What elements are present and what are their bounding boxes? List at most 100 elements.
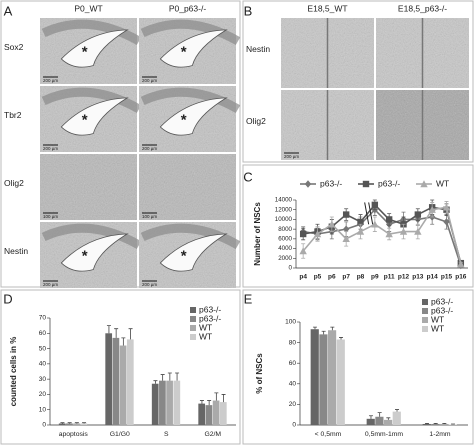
ventricle-marker: *	[181, 43, 187, 60]
bar	[66, 423, 73, 425]
cortex-band	[41, 19, 142, 46]
row-label: Nestin	[4, 246, 28, 256]
bar	[375, 416, 384, 425]
point	[399, 227, 408, 235]
error-bar	[175, 372, 180, 381]
micrograph: * 200 µm	[139, 18, 241, 84]
micrograph	[376, 18, 469, 88]
legend-label: WT	[431, 323, 444, 333]
bar	[422, 423, 431, 425]
error-bar	[214, 392, 219, 401]
bar	[310, 329, 319, 425]
micrograph: 200 µm	[281, 90, 374, 160]
legend-swatch	[422, 317, 428, 323]
legend-label: WT	[436, 178, 449, 188]
error-bar	[153, 380, 158, 384]
error-bar	[377, 412, 382, 417]
point	[420, 180, 428, 188]
scale-label: 100 µm	[142, 214, 157, 219]
legend-label: p63-/-	[378, 178, 400, 188]
axis-break	[364, 202, 374, 225]
y-tick-label: 0	[289, 265, 293, 272]
bar	[119, 345, 127, 425]
ventricle	[60, 97, 129, 136]
y-tick-label: 70	[39, 315, 47, 322]
column-header: P0_WT	[74, 3, 102, 13]
x-tick-label: p15	[441, 274, 453, 281]
x-tick-label: p14	[427, 274, 439, 281]
error-bar	[199, 400, 204, 404]
scale-label: 200 µm	[43, 146, 58, 151]
y-tick-label: 50	[39, 345, 47, 352]
bar	[431, 423, 440, 425]
error-bar	[106, 325, 111, 334]
bar	[198, 403, 206, 425]
panel-frame	[242, 164, 474, 288]
y-tick-label: 0	[42, 422, 46, 429]
column-header: E18,5_WT	[307, 3, 347, 13]
micrograph: * 200 µm	[139, 222, 241, 288]
micrograph-texture	[139, 154, 236, 220]
y-tick-label: 10	[39, 406, 47, 413]
bar	[336, 339, 345, 425]
micrograph: * 200 µm	[40, 18, 142, 84]
scale-label: 200 µm	[43, 282, 58, 287]
y-tick-label: 80	[289, 339, 297, 346]
row-label: Olig2	[4, 178, 24, 188]
bar	[219, 402, 227, 425]
y-tick-label: 100	[285, 319, 296, 326]
legend-swatch	[190, 307, 196, 313]
legend-label: WT	[199, 322, 212, 332]
error-bar	[451, 423, 456, 425]
y-axis-label: % of NSCs	[255, 353, 264, 394]
y-tick-label: 30	[39, 376, 47, 383]
point	[362, 180, 370, 188]
bar	[80, 423, 88, 425]
scale-label: 200 µm	[284, 154, 299, 159]
x-tick-label: 1-2mm	[429, 431, 450, 438]
micrograph: 100 µm	[40, 154, 137, 220]
error-bar	[339, 337, 344, 340]
error-bar	[424, 423, 429, 424]
legend-label: p63-/-	[431, 305, 453, 315]
x-tick-label: p8	[357, 274, 365, 281]
cortex-band	[41, 223, 142, 250]
y-tick-label: 0	[292, 422, 296, 429]
x-tick-label: S	[164, 431, 169, 438]
error-bar	[128, 328, 133, 340]
bar	[205, 405, 213, 425]
bar	[126, 339, 134, 425]
micrograph	[376, 90, 469, 160]
point	[299, 230, 307, 238]
y-tick-label: 4000	[278, 245, 292, 252]
x-tick-label: p13	[412, 274, 424, 281]
column-header: E18,5_p63-/-	[398, 3, 447, 13]
error-bar	[368, 415, 373, 419]
y-tick-label: 8000	[278, 226, 292, 233]
bar	[328, 330, 337, 425]
y-tick-label: 10000	[275, 216, 293, 223]
micrograph: 100 µm	[139, 154, 236, 220]
ventricle	[60, 233, 129, 272]
scale-label: 200 µm	[142, 146, 157, 151]
row-label: Sox2	[4, 42, 24, 52]
error-bar	[207, 400, 212, 406]
cortex-band	[140, 19, 241, 46]
legend-label: p63-/-	[199, 304, 221, 314]
legend-swatch	[190, 316, 196, 322]
legend-label: WT	[431, 314, 444, 324]
x-tick-label: G2/M	[204, 431, 221, 438]
bar	[58, 423, 66, 425]
error-bar	[386, 417, 391, 420]
scale-label: 200 µm	[43, 78, 58, 83]
legend-label: p63-/-	[199, 313, 221, 323]
error-bar	[395, 409, 400, 412]
point	[414, 211, 422, 218]
bar	[448, 424, 457, 425]
scale-label: 200 µm	[142, 282, 157, 287]
panel-letter: C	[243, 169, 252, 184]
point	[342, 235, 350, 243]
micrograph: * 200 µm	[139, 86, 241, 152]
scale-label: 100 µm	[43, 214, 58, 219]
point	[356, 227, 365, 235]
